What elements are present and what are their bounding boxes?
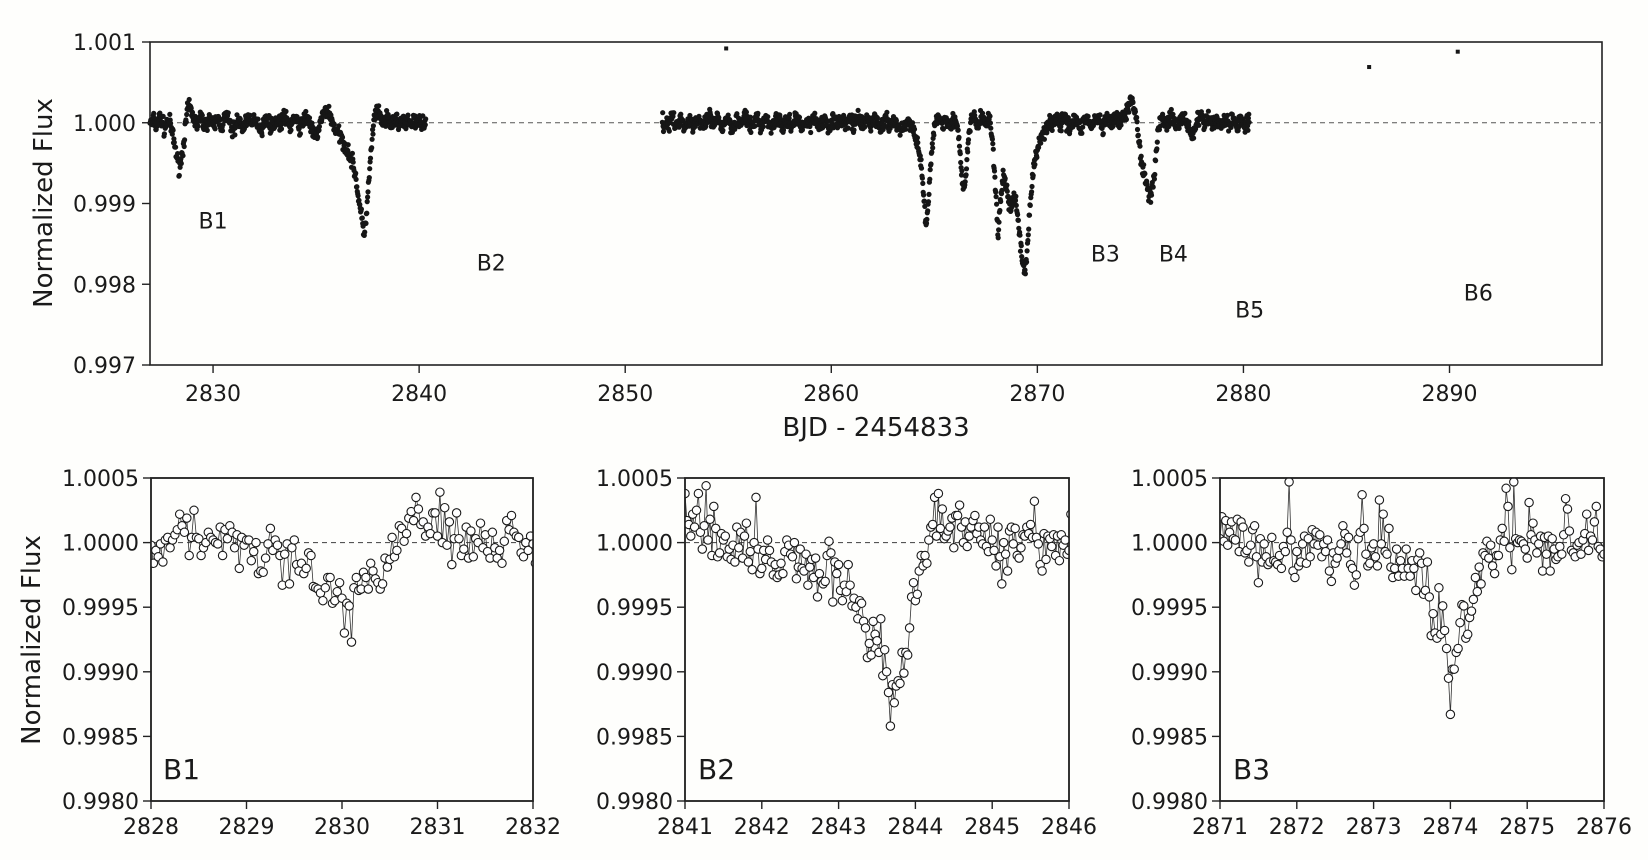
y-tick-label: 0.9980 (1131, 790, 1208, 815)
x-tick-label: 2880 (1215, 382, 1271, 407)
y-tick-label: 0.9985 (1131, 725, 1208, 750)
x-tick-label: 2874 (1422, 815, 1478, 840)
y-tick-label: 0.9995 (62, 596, 139, 621)
x-tick-label: 2830 (185, 382, 241, 407)
y-tick-label: 0.9980 (62, 790, 139, 815)
y-tick-label: 0.9985 (62, 725, 139, 750)
dip-label-b6: B6 (1464, 281, 1493, 306)
panel-label: B1 (163, 753, 200, 786)
dip-label-b1: B1 (199, 209, 228, 234)
data-points (147, 46, 1460, 277)
y-tick-label: 0.9995 (596, 596, 673, 621)
x-tick-label: 2829 (219, 815, 275, 840)
zoom-panel-b1: B1 Normalized Flux 0.9980 0.9985 0.9990 0.9… (17, 467, 561, 840)
x-tick-label: 2844 (887, 815, 943, 840)
y-axis-label: Normalized Flux (29, 98, 59, 308)
y-tick-label: 0.9990 (596, 661, 673, 686)
x-tick-label: 2830 (314, 815, 370, 840)
x-tick-label: 2846 (1041, 815, 1097, 840)
dip-label-b3: B3 (1091, 243, 1120, 268)
y-axis-label: Normalized Flux (17, 535, 47, 745)
x-tick-label: 2841 (657, 815, 713, 840)
y-tick-label: 1.0005 (596, 467, 673, 492)
x-tick-label: 2860 (803, 382, 859, 407)
data-series (151, 487, 533, 647)
top-panel-frame (149, 41, 1603, 366)
x-tick-label: 2850 (597, 382, 653, 407)
y-tick-label: 0.9990 (62, 661, 139, 686)
dip-annotations: B1 B2 B3 B4 B5 B6 (199, 209, 1493, 323)
y-tick-label: 1.0000 (62, 532, 139, 557)
x-tick-label: 2842 (734, 815, 790, 840)
x-tick-label: 2845 (964, 815, 1020, 840)
y-tick-label: 1.0000 (596, 532, 673, 557)
y-tick-label: 0.999 (73, 193, 136, 218)
panel-label: B2 (698, 753, 735, 786)
x-tick-label: 2870 (1009, 382, 1065, 407)
y-tick-label: 0.9985 (596, 725, 673, 750)
x-tick-label: 2875 (1499, 815, 1555, 840)
x-tick-label: 2871 (1192, 815, 1248, 840)
dip-label-b4: B4 (1159, 243, 1188, 268)
data-series (685, 481, 1069, 731)
x-tick-label: 2872 (1269, 815, 1325, 840)
zoom-panel-b3: B3 0.9980 0.9985 0.9990 0.9995 1.0000 1.0005 2… (1131, 467, 1632, 840)
zoom-panel-frame (1219, 477, 1605, 802)
y-tick-label: 0.998 (73, 273, 136, 298)
x-tick-label: 2828 (123, 815, 179, 840)
y-tick-label: 1.000 (73, 112, 136, 137)
zoom-panel-b2: B2 0.9980 0.9985 0.9990 0.9995 1.0000 1.0005 2… (596, 467, 1097, 840)
zoom-panel-frame (150, 477, 534, 802)
y-tick-label: 1.0000 (1131, 532, 1208, 557)
data-series (1220, 478, 1604, 720)
x-tick-label: 2890 (1422, 382, 1478, 407)
y-tick-label: 0.9995 (1131, 596, 1208, 621)
y-tick-label: 1.001 (73, 31, 136, 56)
y-tick-label: 0.997 (73, 354, 136, 379)
x-axis-label: BJD - 2454833 (782, 413, 969, 443)
y-axis-ticks: 0.997 0.998 0.999 1.000 1.001 (73, 31, 150, 379)
x-tick-label: 2876 (1576, 815, 1632, 840)
x-axis-ticks: 2830 2840 2850 2860 2870 2880 2890 (185, 365, 1478, 407)
y-tick-label: 1.0005 (1131, 467, 1208, 492)
x-tick-label: 2873 (1346, 815, 1402, 840)
dip-label-b2: B2 (477, 251, 506, 276)
x-tick-label: 2840 (391, 382, 447, 407)
y-tick-label: 0.9980 (596, 790, 673, 815)
x-tick-label: 2832 (505, 815, 561, 840)
x-tick-label: 2831 (410, 815, 466, 840)
panel-label: B3 (1233, 753, 1270, 786)
y-tick-label: 1.0005 (62, 467, 139, 492)
x-tick-label: 2843 (811, 815, 867, 840)
y-tick-label: 0.9990 (1131, 661, 1208, 686)
dip-label-b5: B5 (1235, 298, 1264, 323)
